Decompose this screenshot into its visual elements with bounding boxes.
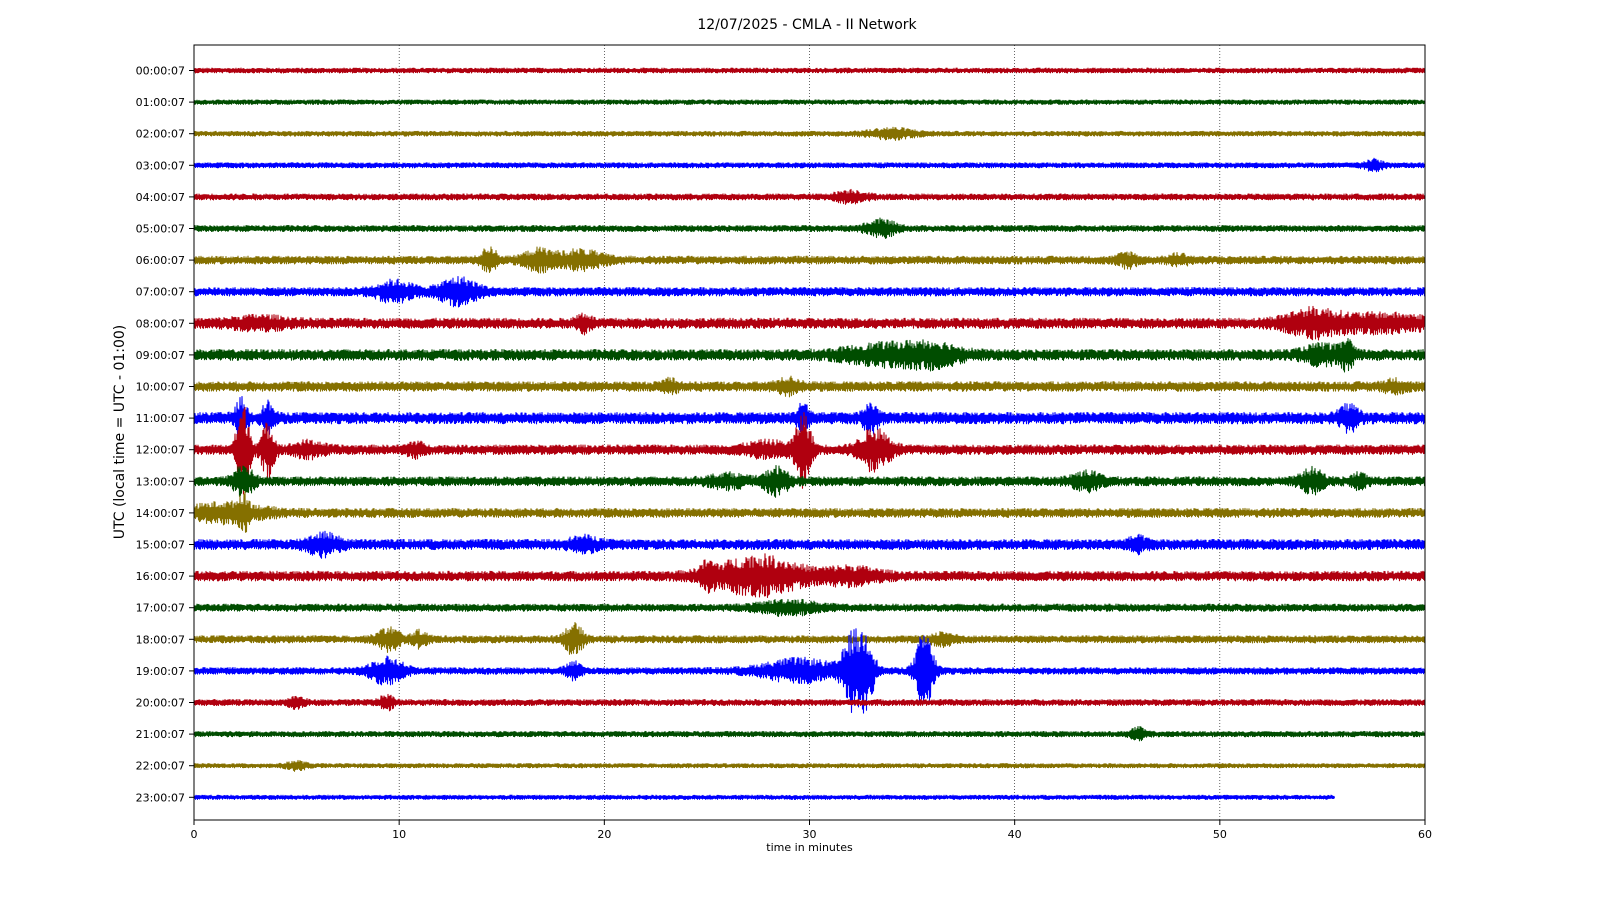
trace-02-00-07: [193, 126, 1426, 141]
trace-09-00-07: [193, 338, 1426, 373]
y-tick-label: 12:00:07: [136, 444, 185, 457]
y-tick-label: 22:00:07: [136, 760, 185, 773]
trace-18-00-07: [193, 622, 1426, 655]
y-tick-label: 05:00:07: [136, 223, 185, 236]
trace-12-00-07: [193, 406, 1426, 495]
trace-08-00-07: [193, 305, 1426, 341]
trace-20-00-07: [193, 693, 1426, 712]
trace-17-00-07: [193, 598, 1426, 618]
y-tick-label: 16:00:07: [136, 570, 185, 583]
y-tick-label: 01:00:07: [136, 96, 185, 109]
trace-23-00-07: [193, 794, 1336, 800]
x-tick-label: 20: [597, 828, 611, 841]
y-tick-label: 13:00:07: [136, 475, 185, 488]
x-tick-label: 60: [1418, 828, 1432, 841]
y-tick-label: 02:00:07: [136, 128, 185, 141]
y-tick-label: 18:00:07: [136, 633, 185, 646]
y-tick-label: 15:00:07: [136, 539, 185, 552]
trace-03-00-07: [193, 157, 1426, 173]
trace-13-00-07: [193, 464, 1426, 498]
y-tick-label: 23:00:07: [136, 791, 185, 804]
trace-21-00-07: [193, 726, 1426, 742]
trace-16-00-07: [193, 553, 1426, 599]
trace-14-00-07: [193, 491, 1426, 533]
x-tick-label: 50: [1213, 828, 1227, 841]
y-tick-label: 03:00:07: [136, 159, 185, 172]
y-tick-label: 11:00:07: [136, 412, 185, 425]
x-tick-label: 30: [803, 828, 817, 841]
trace-10-00-07: [193, 375, 1426, 398]
y-tick-label: 09:00:07: [136, 349, 185, 362]
seismic-traces: [193, 67, 1426, 800]
x-axis-label: time in minutes: [766, 841, 853, 854]
chart-title: 12/07/2025 - CMLA - II Network: [697, 17, 917, 33]
y-tick-label: 06:00:07: [136, 254, 185, 267]
y-tick-label: 21:00:07: [136, 728, 185, 741]
x-tick-label: 10: [392, 828, 406, 841]
trace-22-00-07: [193, 759, 1426, 772]
y-tick-label: 17:00:07: [136, 602, 185, 615]
y-tick-label: 04:00:07: [136, 191, 185, 204]
trace-07-00-07: [193, 275, 1426, 308]
trace-00-00-07: [193, 67, 1426, 74]
trace-04-00-07: [193, 188, 1426, 205]
y-tick-label: 08:00:07: [136, 317, 185, 330]
y-tick-label: 00:00:07: [136, 65, 185, 78]
trace-01-00-07: [193, 99, 1426, 105]
y-tick-label: 19:00:07: [136, 665, 185, 678]
y-tick-label: 14:00:07: [136, 507, 185, 520]
y-tick-label: 07:00:07: [136, 286, 185, 299]
trace-06-00-07: [193, 246, 1426, 274]
x-axis-ticks: 0 10 20 30 40 50 60: [191, 820, 1432, 841]
trace-19-00-07: [193, 628, 1426, 714]
y-tick-labels: 00:00:07 01:00:07 02:00:07 03:00:07 04:00:07…: [136, 65, 194, 804]
y-axis-label: UTC (local time = UTC - 01:00): [112, 325, 128, 540]
trace-15-00-07: [193, 530, 1426, 559]
y-tick-label: 10:00:07: [136, 381, 185, 394]
x-tick-label: 0: [191, 828, 198, 841]
x-tick-label: 40: [1008, 828, 1022, 841]
trace-05-00-07: [193, 217, 1426, 239]
y-tick-label: 20:00:07: [136, 697, 185, 710]
trace-11-00-07: [193, 395, 1426, 437]
